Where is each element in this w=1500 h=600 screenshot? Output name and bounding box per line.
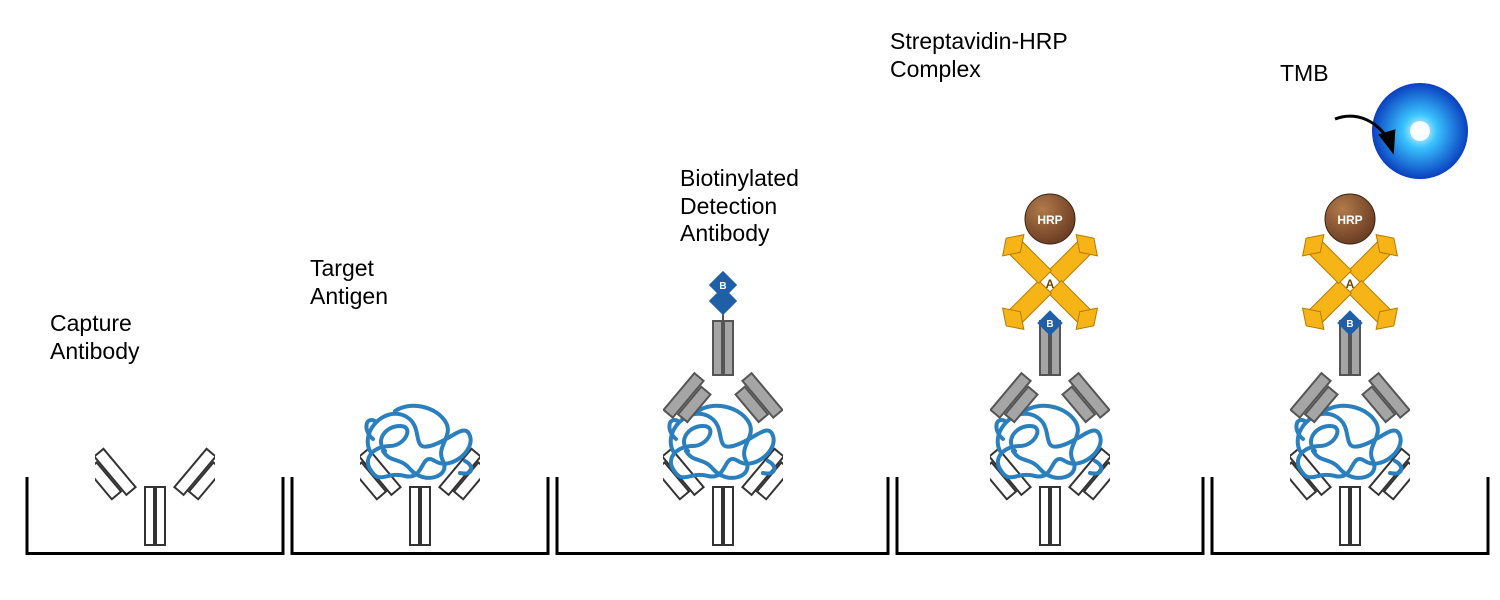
step5-label: TMB [1280,60,1329,88]
tmb-arrow-icon [1330,111,1400,161]
elisa-step-4: A B HRP [895,35,1205,555]
svg-text:B: B [719,281,726,292]
svg-text:B: B [1046,319,1053,330]
step2-label: Target Antigen [310,255,388,310]
svg-text:A: A [1046,277,1055,291]
hrp-icon: HRP [1322,191,1378,247]
elisa-step-5: A B HRP [1210,35,1490,555]
hrp-icon: HRP [1022,191,1078,247]
elisa-step-3: B [555,35,890,555]
biotin-icon: B [703,271,743,327]
elisa-step-1 [25,35,285,555]
step1-label: Capture Antibody [50,310,140,365]
antigen-icon [355,391,485,491]
detection-antibody-icon [663,317,783,427]
step3-label: Biotinylated Detection Antibody [680,165,799,248]
capture-antibody-icon [95,439,215,549]
svg-text:B: B [1346,319,1353,330]
svg-text:A: A [1346,277,1355,291]
svg-text:HRP: HRP [1337,213,1362,227]
svg-text:HRP: HRP [1037,213,1062,227]
step4-label: Streptavidin-HRP Complex [890,28,1068,83]
